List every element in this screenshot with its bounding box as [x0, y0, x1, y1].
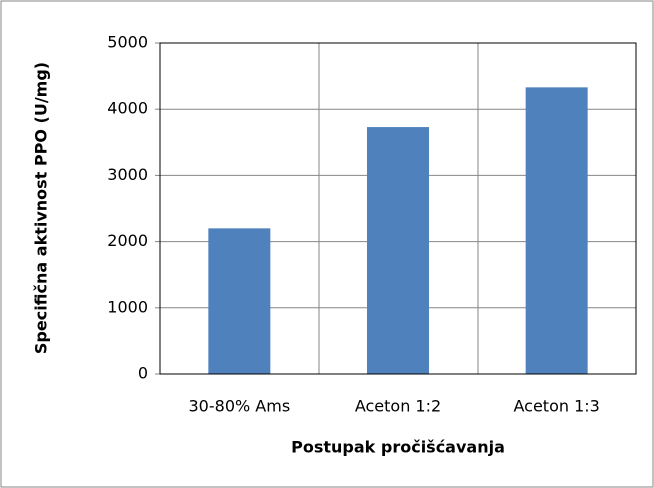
y-tick-label: 5000	[107, 33, 148, 52]
bar	[525, 87, 588, 374]
x-tick-label: Aceton 1:3	[513, 397, 599, 416]
y-tick-label: 2000	[107, 231, 148, 250]
y-tick-label: 4000	[107, 99, 148, 118]
x-tick-label: Aceton 1:2	[355, 397, 441, 416]
x-axis-title: Postupak pročišćavanja	[291, 438, 505, 457]
bar	[208, 228, 271, 374]
y-tick-label: 3000	[107, 165, 148, 184]
x-tick-label: 30-80% Ams	[189, 397, 291, 416]
y-tick-label: 1000	[107, 297, 148, 316]
bar	[367, 127, 429, 374]
y-axis-title: Specifična aktivnost PPO (U/mg)	[32, 62, 51, 354]
plot-border	[159, 42, 637, 375]
y-tick-label: 0	[138, 364, 148, 383]
